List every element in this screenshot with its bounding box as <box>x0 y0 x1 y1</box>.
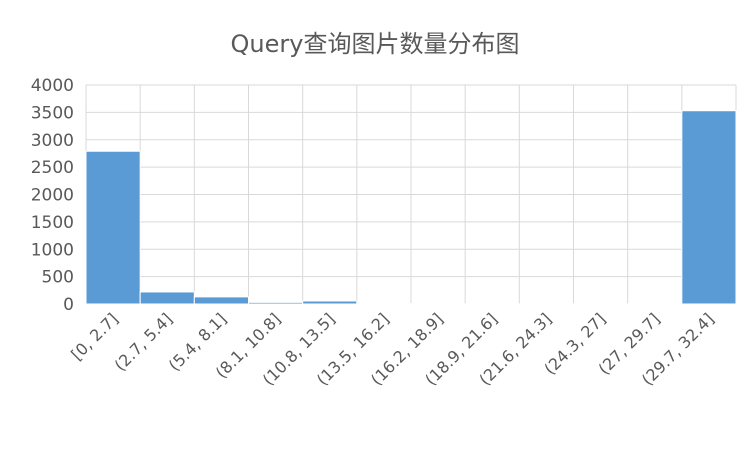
y-tick-label: 4000 <box>31 76 74 96</box>
x-axis-tick-labels: [0, 2.7](2.7, 5.4](5.4, 8.1](8.1, 10.8](… <box>67 309 717 389</box>
y-tick-label: 500 <box>42 268 74 288</box>
y-tick-label: 0 <box>63 295 74 315</box>
histogram-bar <box>86 151 140 304</box>
x-tick-label: [0, 2.7] <box>67 309 122 364</box>
histogram-bar <box>140 292 194 304</box>
histogram-bar <box>249 302 303 304</box>
y-tick-label: 1500 <box>31 213 74 233</box>
x-tick-label: (2.7, 5.4] <box>111 309 176 374</box>
gridlines <box>86 85 736 304</box>
y-tick-label: 2500 <box>31 158 74 178</box>
histogram-bar <box>303 301 357 304</box>
histogram-bar <box>194 297 248 304</box>
y-axis-tick-labels: 0 500 1000 1500 2000 2500 3000 3500 4000 <box>31 76 74 315</box>
y-tick-label: 3500 <box>31 103 74 123</box>
chart-title: Query查询图片数量分布图 <box>231 30 520 58</box>
y-tick-label: 2000 <box>31 186 74 206</box>
y-tick-label: 1000 <box>31 240 74 260</box>
histogram-bar <box>682 111 736 304</box>
y-tick-label: 3000 <box>31 131 74 151</box>
